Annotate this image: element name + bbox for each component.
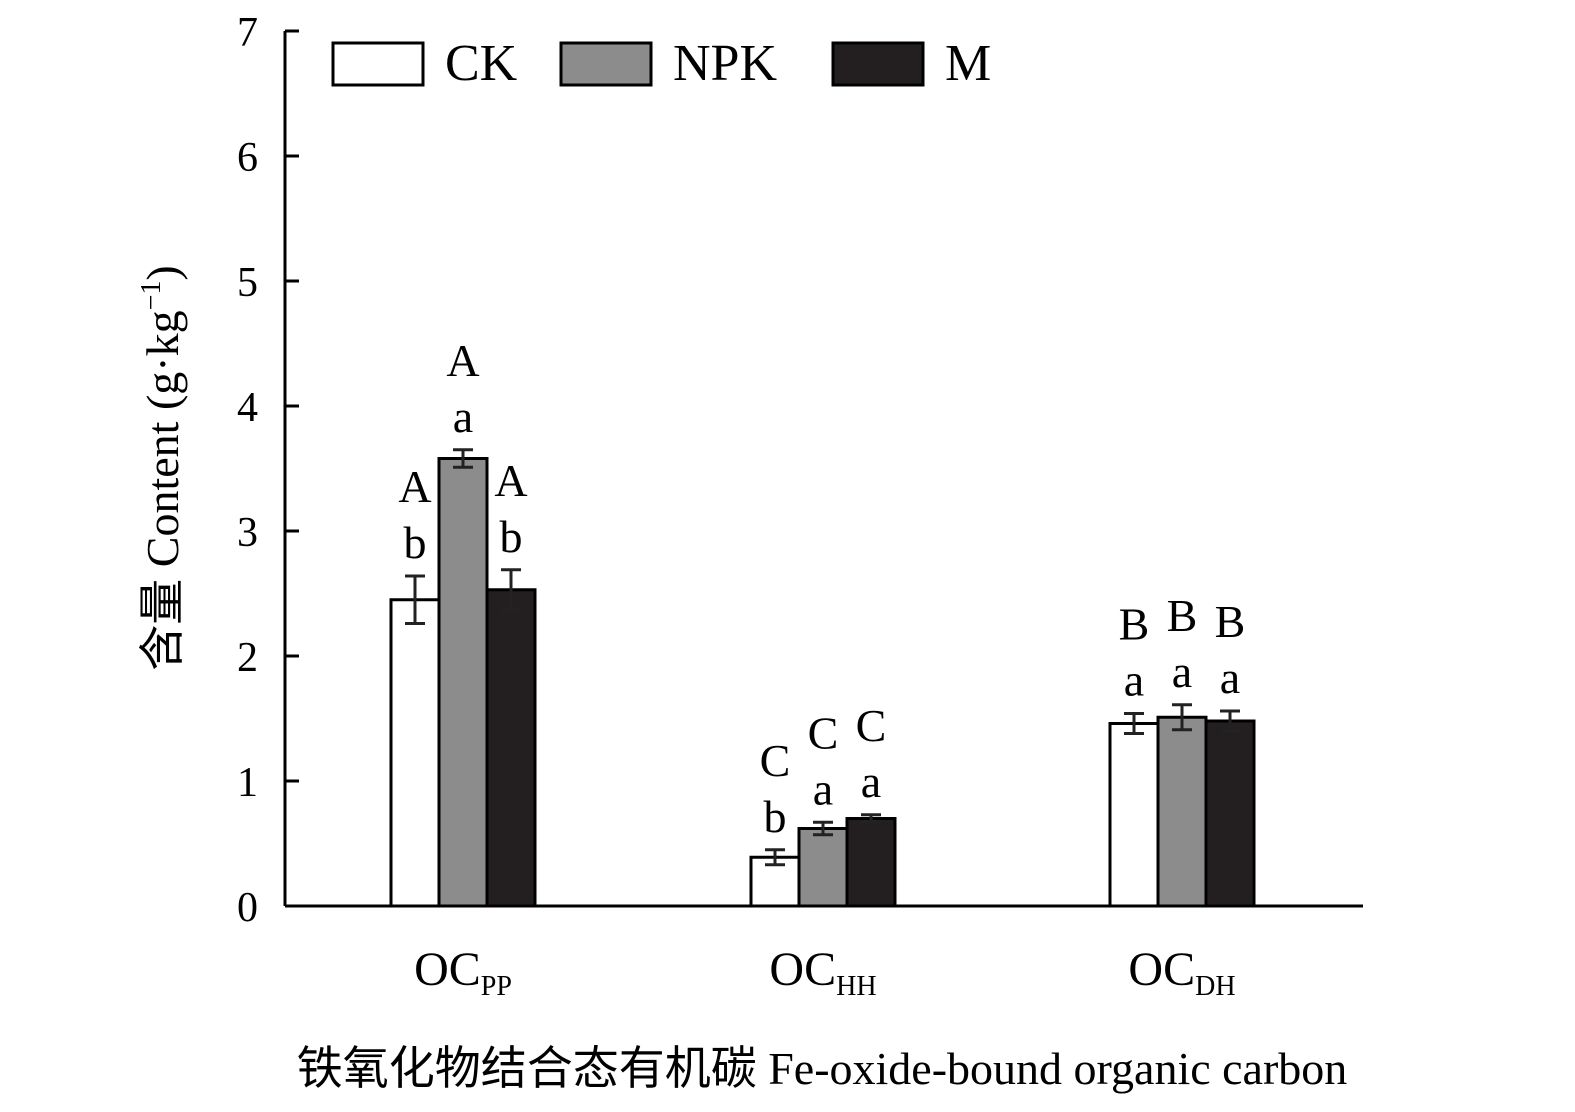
significance-letter-upper: B: [1215, 596, 1246, 647]
bar-npk: [437, 457, 489, 908]
x-category-label-subscript: DH: [1195, 971, 1235, 1002]
significance-letter-lower: a: [813, 763, 833, 814]
y-tick-label: 4: [237, 385, 258, 431]
legend-label-ck: CK: [445, 35, 518, 92]
significance-letter-lower: b: [764, 791, 787, 842]
y-tick-label: 5: [237, 260, 258, 306]
significance-letter-lower: a: [453, 391, 473, 442]
y-tick-label: 7: [237, 10, 258, 56]
bars: [389, 457, 1256, 908]
y-tick-label: 0: [237, 885, 258, 931]
y-tick-label: 3: [237, 510, 258, 556]
y-axis-title-superscript: −1: [136, 281, 167, 311]
x-category-label-main: OC: [769, 943, 836, 996]
bar-npk: [797, 827, 849, 908]
x-category-label: OCDH: [1128, 943, 1235, 1002]
legend-swatch-ck: [331, 41, 425, 87]
legend-swatch-m: [831, 41, 925, 87]
legend: CK NPK M: [331, 35, 991, 92]
y-tick-label: 6: [237, 135, 258, 181]
bar-m: [845, 817, 897, 908]
y-tick-label: 1: [237, 760, 258, 806]
bar-ck: [1108, 722, 1160, 908]
significance-letter-lower: a: [1124, 655, 1144, 706]
legend-label-m: M: [945, 35, 991, 92]
x-category-label-subscript: PP: [481, 971, 512, 1002]
legend-label-npk: NPK: [673, 35, 777, 92]
y-axis-title: 含量 Content (g·kg−1): [136, 265, 188, 670]
x-category-label-main: OC: [414, 943, 481, 996]
x-axis-title: 铁氧化物结合态有机碳 Fe-oxide-bound organic carbon: [297, 1043, 1348, 1094]
x-category-label-subscript: HH: [836, 971, 876, 1002]
y-tick-label: 2: [237, 635, 258, 681]
significance-letter-lower: a: [861, 756, 881, 807]
significance-letter-upper: A: [494, 455, 527, 506]
significance-letter-upper: C: [760, 735, 791, 786]
significance-letter-upper: C: [856, 700, 887, 751]
bar-m: [1204, 719, 1256, 908]
significance-letter-lower: b: [500, 511, 523, 562]
significance-letter-lower: a: [1220, 652, 1240, 703]
significance-letter-upper: A: [446, 335, 479, 386]
bar-ck: [389, 598, 441, 908]
significance-letter-lower: b: [404, 517, 427, 568]
significance-letter-upper: A: [398, 461, 431, 512]
error-bars: [405, 448, 1240, 867]
bar-npk: [1156, 715, 1208, 908]
x-category-label: OCPP: [414, 943, 512, 1002]
y-axis: 0 1 2 3 4 5 6 7: [237, 10, 299, 931]
significance-letter-upper: B: [1167, 590, 1198, 641]
x-category-label-main: OC: [1128, 943, 1195, 996]
significance-letter-upper: B: [1119, 599, 1150, 650]
x-category-label: OCHH: [769, 943, 876, 1002]
x-axis: OCPP OCHH OCDH: [285, 904, 1363, 1002]
significance-letter-lower: a: [1172, 646, 1192, 697]
legend-swatch-npk: [559, 41, 653, 87]
significance-letter-upper: C: [808, 707, 839, 758]
bar-m: [485, 588, 537, 908]
